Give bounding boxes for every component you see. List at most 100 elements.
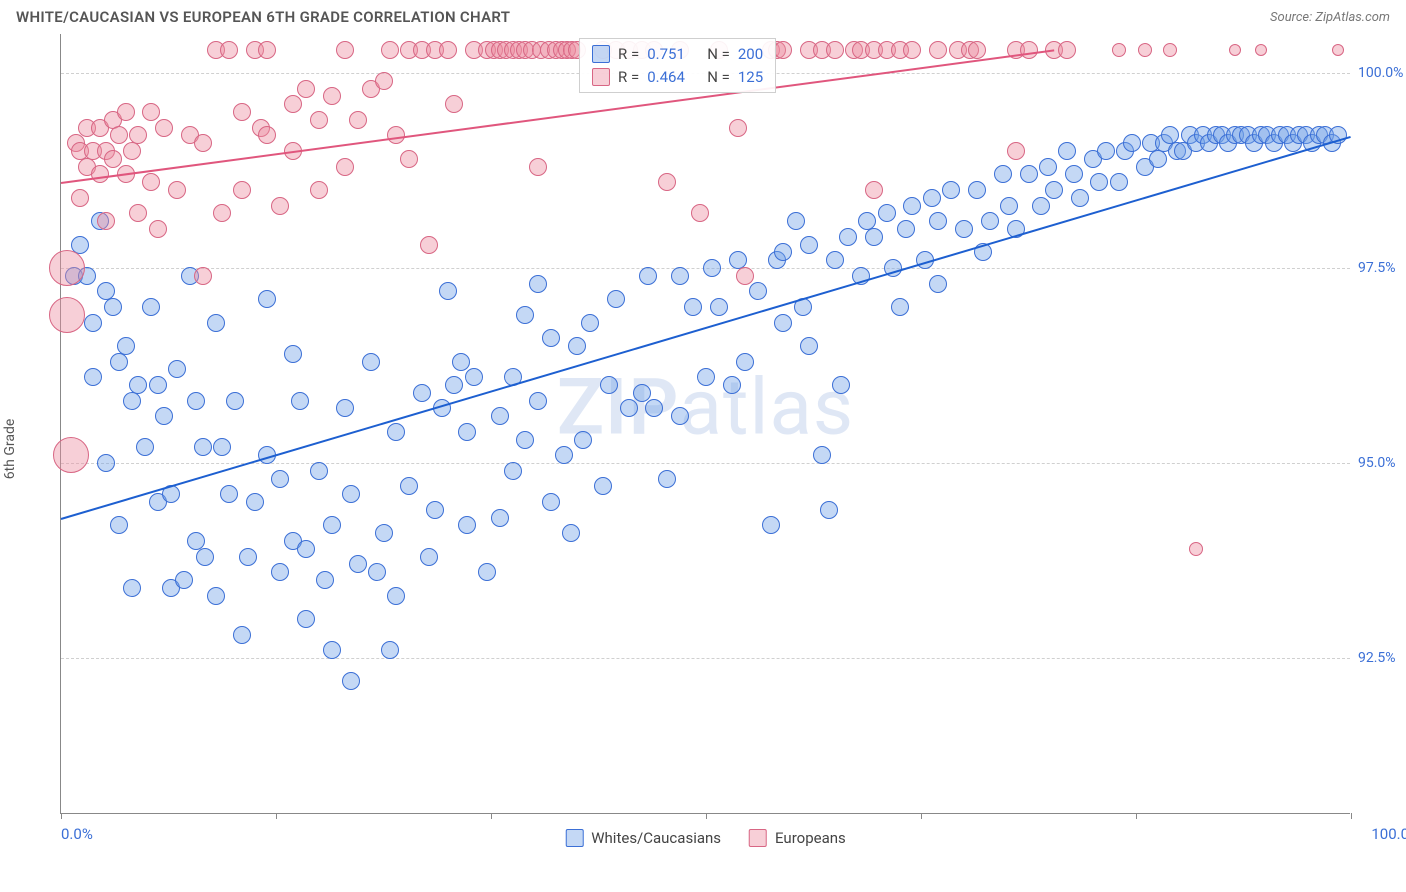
data-point[interactable] [1255,44,1267,56]
data-point[interactable] [529,158,547,176]
data-point[interactable] [149,220,167,238]
data-point[interactable] [658,470,676,488]
data-point[interactable] [207,587,225,605]
data-point[interactable] [91,165,109,183]
data-point[interactable] [129,204,147,222]
data-point[interactable] [994,165,1012,183]
data-point[interactable] [929,41,947,59]
data-point[interactable] [220,485,238,503]
data-point[interactable] [1097,142,1115,160]
data-point[interactable] [1229,44,1241,56]
data-point[interactable] [955,220,973,238]
data-point[interactable] [381,641,399,659]
data-point[interactable] [149,376,167,394]
data-point[interactable] [762,516,780,534]
data-point[interactable] [903,41,921,59]
data-point[interactable] [175,571,193,589]
data-point[interactable] [658,173,676,191]
data-point[interactable] [774,243,792,261]
data-point[interactable] [297,540,315,558]
data-point[interactable] [110,516,128,534]
data-point[interactable] [142,103,160,121]
data-point[interactable] [504,462,522,480]
data-point[interactable] [581,314,599,332]
data-point[interactable] [387,587,405,605]
data-point[interactable] [258,290,276,308]
data-point[interactable] [729,119,747,137]
data-point[interactable] [458,423,476,441]
data-point[interactable] [736,353,754,371]
data-point[interactable] [226,392,244,410]
data-point[interactable] [774,41,792,59]
data-point[interactable] [820,501,838,519]
data-point[interactable] [168,181,186,199]
data-point[interactable] [400,477,418,495]
data-point[interactable] [529,392,547,410]
data-point[interactable] [787,212,805,230]
data-point[interactable] [491,407,509,425]
data-point[interactable] [84,368,102,386]
data-point[interactable] [684,298,702,316]
data-point[interactable] [1163,43,1177,57]
data-point[interactable] [104,298,122,316]
data-point[interactable] [110,126,128,144]
data-point[interactable] [323,641,341,659]
data-point[interactable] [1110,173,1128,191]
data-point[interactable] [736,267,754,285]
data-point[interactable] [323,87,341,105]
data-point[interactable] [749,282,767,300]
data-point[interactable] [465,368,483,386]
data-point[interactable] [310,462,328,480]
data-point[interactable] [194,134,212,152]
data-point[interactable] [1058,41,1076,59]
data-point[interactable] [420,548,438,566]
data-point[interactable] [600,376,618,394]
legend-item[interactable]: Whites/Caucasians [565,829,721,847]
data-point[interactable] [213,438,231,456]
data-point[interactable] [53,437,89,473]
data-point[interactable] [878,204,896,222]
data-point[interactable] [284,95,302,113]
data-point[interactable] [452,353,470,371]
data-point[interactable] [1020,41,1038,59]
data-point[interactable] [142,173,160,191]
data-point[interactable] [284,345,302,363]
data-point[interactable] [516,431,534,449]
data-point[interactable] [839,228,857,246]
data-point[interactable] [291,392,309,410]
data-point[interactable] [258,126,276,144]
data-point[interactable] [723,376,741,394]
data-point[interactable] [1090,173,1108,191]
data-point[interactable] [691,204,709,222]
data-point[interactable] [633,384,651,402]
data-point[interactable] [233,103,251,121]
data-point[interactable] [1020,165,1038,183]
data-point[interactable] [697,368,715,386]
data-point[interactable] [445,376,463,394]
data-point[interactable] [400,150,418,168]
data-point[interactable] [1032,197,1050,215]
data-point[interactable] [368,563,386,581]
data-point[interactable] [562,524,580,542]
data-point[interactable] [1149,150,1167,168]
data-point[interactable] [426,501,444,519]
data-point[interactable] [97,454,115,472]
data-point[interactable] [832,376,850,394]
data-point[interactable] [774,314,792,332]
data-point[interactable] [865,181,883,199]
data-point[interactable] [800,337,818,355]
data-point[interactable] [297,80,315,98]
data-point[interactable] [903,197,921,215]
data-point[interactable] [826,251,844,269]
data-point[interactable] [542,493,560,511]
data-point[interactable] [342,672,360,690]
data-point[interactable] [413,384,431,402]
data-point[interactable] [194,438,212,456]
data-point[interactable] [220,41,238,59]
data-point[interactable] [529,275,547,293]
data-point[interactable] [1065,165,1083,183]
data-point[interactable] [110,353,128,371]
data-point[interactable] [316,571,334,589]
data-point[interactable] [645,399,663,417]
data-point[interactable] [117,337,135,355]
